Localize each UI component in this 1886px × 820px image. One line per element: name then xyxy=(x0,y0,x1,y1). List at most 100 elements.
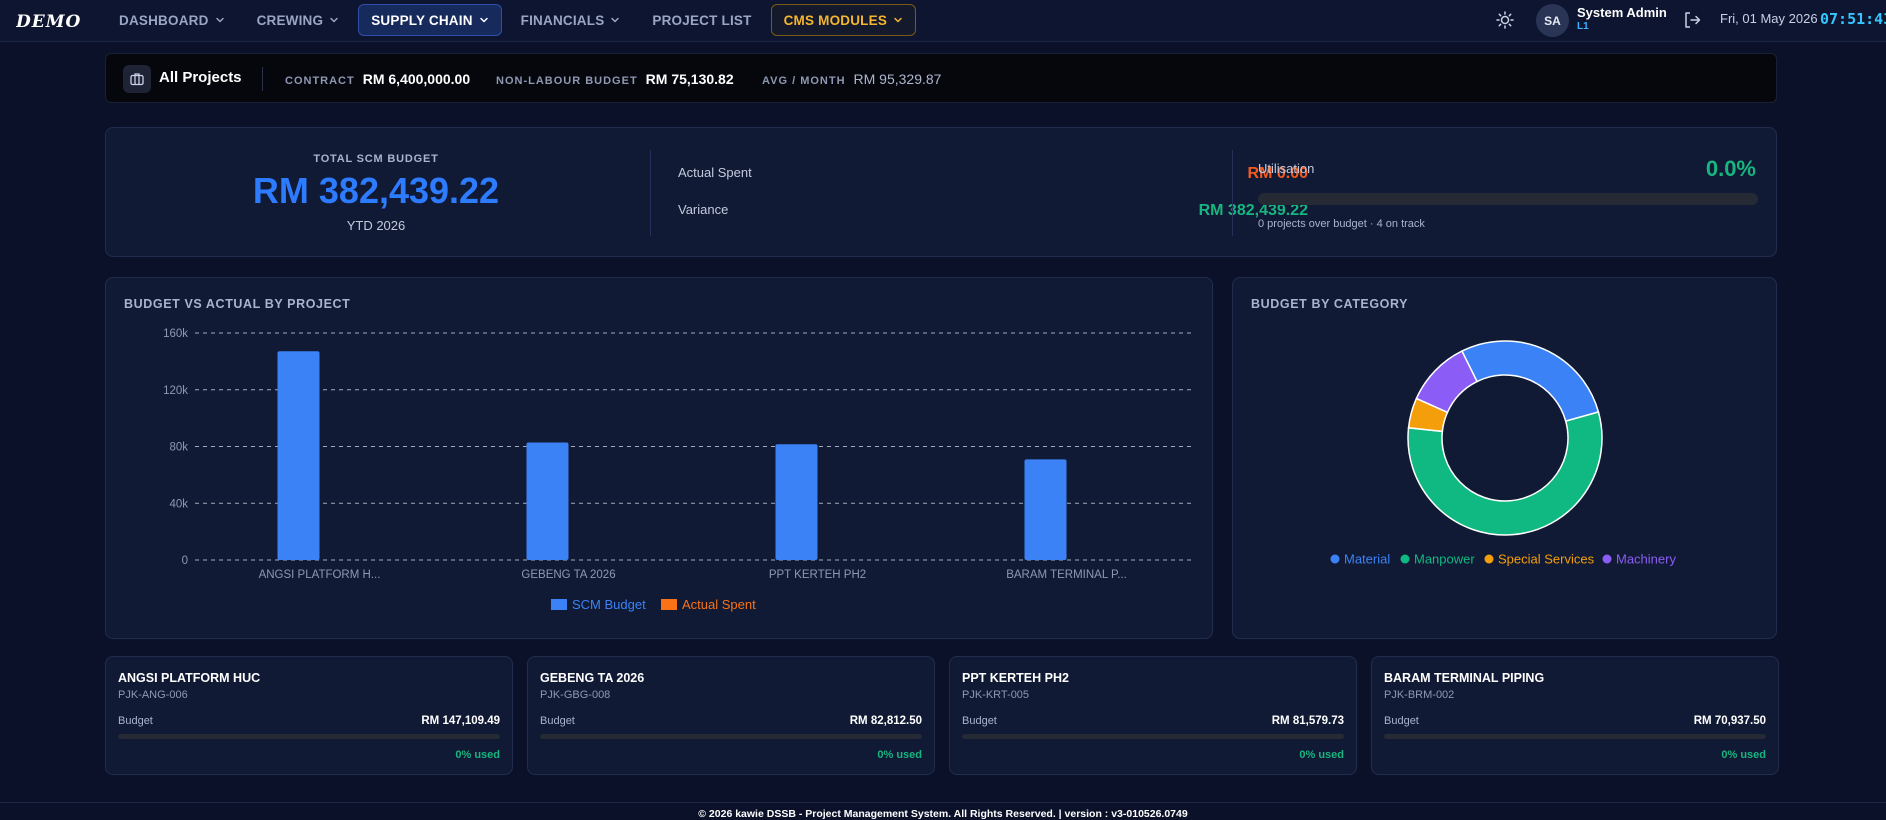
budget-usage-bar xyxy=(118,734,500,739)
budget-value: RM 82,812.50 xyxy=(849,715,922,727)
nav-item-project-list[interactable]: PROJECT LIST xyxy=(639,4,764,36)
nav-item-crewing[interactable]: CREWING xyxy=(244,4,353,36)
utilisation-value: 0.0% xyxy=(1705,156,1756,181)
footer-text: © 2026 kawie DSSB - Project Management S… xyxy=(698,808,1188,820)
slice-machinery[interactable] xyxy=(1415,350,1479,414)
legend-label[interactable]: Material xyxy=(1344,552,1390,567)
logout-icon[interactable] xyxy=(1683,11,1701,29)
project-card[interactable]: GEBENG TA 2026 PJK-GBG-008 Budget RM 82,812… xyxy=(527,656,935,775)
project-name: PPT KERTEH PH2 xyxy=(962,671,1069,685)
project-selector-bar: All Projects CONTRACT RM 6,400,000.00 NO… xyxy=(105,53,1777,103)
budget-value: RM 147,109.49 xyxy=(421,715,500,727)
bar-scm-budget[interactable] xyxy=(775,444,818,560)
y-tick-label: 160k xyxy=(163,328,188,340)
nav-item-label: PROJECT LIST xyxy=(652,12,752,28)
project-switch-button[interactable] xyxy=(123,65,151,93)
actual-spent-value: RM 0.00 xyxy=(1247,165,1308,182)
project-name: BARAM TERMINAL PIPING xyxy=(1384,671,1545,685)
budget-label: Budget xyxy=(540,715,575,727)
divider xyxy=(262,67,263,91)
legend-swatch xyxy=(1400,554,1410,564)
budget-used-text: 0% used xyxy=(1721,749,1766,761)
chevron-down-icon xyxy=(611,17,620,23)
avg-month-value: RM 95,329.87 xyxy=(853,71,942,87)
logo[interactable]: DEMO xyxy=(16,9,84,33)
budget-used-text: 0% used xyxy=(877,749,922,761)
slice-manpower[interactable] xyxy=(1407,411,1603,536)
nonlabour-stat: NON-LABOUR BUDGET RM 75,130.82 xyxy=(496,71,734,87)
avatar[interactable]: SA xyxy=(1536,4,1569,37)
nav-item-label: DASHBOARD xyxy=(119,12,209,28)
budget-label: Budget xyxy=(1384,715,1419,727)
divider xyxy=(650,150,651,236)
total-budget-value: RM 382,439.22 xyxy=(252,170,500,211)
project-card[interactable]: BARAM TERMINAL PIPING PJK-BRM-002 Budget RM… xyxy=(1371,656,1779,775)
legend-swatch xyxy=(1602,554,1612,564)
slice-material[interactable] xyxy=(1460,340,1600,423)
budget-used-text: 0% used xyxy=(1299,749,1344,761)
contract-label: CONTRACT xyxy=(285,75,355,87)
nonlabour-label: NON-LABOUR BUDGET xyxy=(496,75,638,87)
project-card[interactable]: PPT KERTEH PH2 PJK-KRT-005 Budget RM 81,579… xyxy=(949,656,1357,775)
user-role: L1 xyxy=(1577,21,1589,32)
variance-value: RM 382,439.22 xyxy=(1198,202,1308,219)
chevron-down-icon xyxy=(215,17,224,23)
budget-by-category-chart: Material Manpower Special Services Machiner… xyxy=(1330,340,1676,567)
nav-item-dashboard[interactable]: DASHBOARD xyxy=(106,4,238,36)
x-tick-label: BARAM TERMINAL P... xyxy=(1006,569,1127,581)
nav-item-financials[interactable]: FINANCIALS xyxy=(508,4,634,36)
utilisation-label: Utilisation xyxy=(1258,161,1315,176)
project-code: PJK-BRM-002 xyxy=(1384,689,1455,701)
nav-item-label: CMS MODULES xyxy=(783,12,888,28)
actual-spent-label: Actual Spent xyxy=(678,165,752,180)
project-code: PJK-GBG-008 xyxy=(540,689,611,701)
project-card[interactable]: ANGSI PLATFORM HUC PJK-ANG-006 Budget RM 14… xyxy=(105,656,513,775)
nonlabour-value: RM 75,130.82 xyxy=(645,71,734,87)
avg-month-label: AVG / MONTH xyxy=(762,75,846,87)
bar-scm-budget[interactable] xyxy=(1024,459,1067,560)
legend-swatch xyxy=(661,599,677,610)
budget-by-category-title: BUDGET BY CATEGORY xyxy=(1251,297,1409,311)
budget-vs-actual-chart: 0 40k 80k 120k 160k ANGSI PLATFORM H... GEBENG… xyxy=(163,328,1191,612)
current-date: Fri, 01 May 2026 xyxy=(1720,11,1818,26)
avg-month-stat: AVG / MONTH RM 95,329.87 xyxy=(762,71,941,87)
nav-item-supply-chain[interactable]: SUPPLY CHAIN xyxy=(358,4,502,36)
budget-used-text: 0% used xyxy=(455,749,500,761)
chevron-down-icon xyxy=(479,17,488,23)
legend-label[interactable]: Manpower xyxy=(1414,552,1475,567)
budget-by-category-card: BUDGET BY CATEGORY Material Manpower Speci… xyxy=(1232,277,1777,639)
x-tick-label: ANGSI PLATFORM H... xyxy=(259,569,381,581)
y-tick-label: 40k xyxy=(169,498,188,510)
chevron-down-icon xyxy=(330,17,338,23)
legend-label[interactable]: Special Services xyxy=(1498,552,1595,567)
x-tick-label: GEBENG TA 2026 xyxy=(521,569,615,581)
nav-item-label: SUPPLY CHAIN xyxy=(371,12,473,28)
budget-usage-bar xyxy=(1384,734,1766,739)
nav-menu: DASHBOARD CREWING SUPPLY CHAIN FINANCIALS PR… xyxy=(106,4,917,36)
legend-swatch xyxy=(551,599,567,610)
budget-vs-actual-card: BUDGET VS ACTUAL BY PROJECT 0 40k 80k 120k 1… xyxy=(105,277,1213,639)
y-tick-label: 0 xyxy=(182,555,188,567)
budget-usage-bar xyxy=(962,734,1344,739)
x-tick-label: PPT KERTEH PH2 xyxy=(769,569,866,581)
budget-value: RM 70,937.50 xyxy=(1693,715,1766,727)
divider xyxy=(1232,150,1233,236)
user-name: System Admin xyxy=(1577,5,1667,20)
y-tick-label: 80k xyxy=(169,442,188,454)
bar-scm-budget[interactable] xyxy=(277,351,320,560)
budget-value: RM 81,579.73 xyxy=(1271,715,1344,727)
budget-vs-actual-title: BUDGET VS ACTUAL BY PROJECT xyxy=(124,297,351,311)
current-time: 07:51:43 xyxy=(1820,10,1886,28)
nav-item-cms-modules[interactable]: CMS MODULES xyxy=(770,4,917,36)
theme-toggle-sun-icon[interactable] xyxy=(1496,11,1514,29)
budget-label: Budget xyxy=(118,715,153,727)
project-title: All Projects xyxy=(159,69,242,86)
legend-label[interactable]: Machinery xyxy=(1616,552,1676,567)
y-tick-label: 120k xyxy=(163,385,188,397)
nav-item-label: CREWING xyxy=(256,12,324,28)
bar-scm-budget[interactable] xyxy=(526,442,569,560)
chevron-down-icon xyxy=(894,17,902,23)
legend-label[interactable]: SCM Budget xyxy=(572,597,646,612)
project-name: GEBENG TA 2026 xyxy=(540,671,645,685)
legend-label[interactable]: Actual Spent xyxy=(682,597,756,612)
